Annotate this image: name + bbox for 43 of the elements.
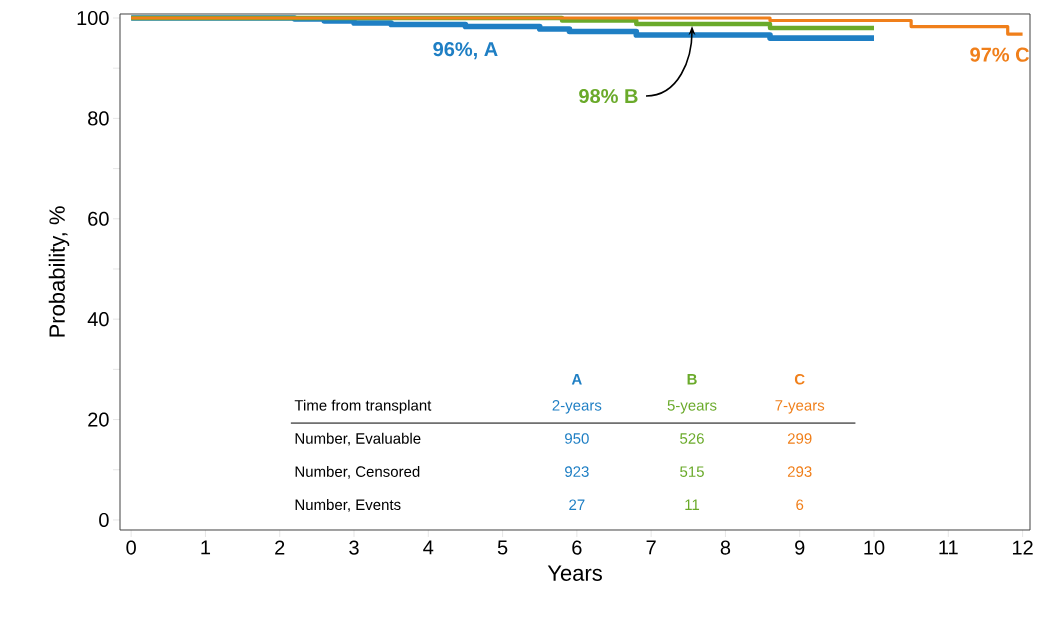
x-tick-label: 9 [795,540,805,555]
annotation: 5-years [667,400,717,414]
annotation: 97% C [970,47,1030,62]
annotation: Number, Censored [295,465,420,479]
annotation: 7-years [775,400,825,414]
annotation: 27 [569,499,585,510]
annotation: 515 [680,466,704,477]
y-tick-label: 60 [88,211,109,226]
annotation: 923 [565,466,589,477]
x-axis-title: Years [547,565,602,581]
annotation: 6 [796,499,804,511]
annotation: 2-years [552,400,602,414]
annotation: A [571,374,582,385]
y-axis-title: Probability, % [48,206,70,337]
x-tick-label: 6 [572,540,582,555]
annotation: 11 [685,499,700,510]
y-tick-label: 100 [77,10,109,26]
annotation: Number, Evaluable [295,432,421,446]
annotation: C [794,373,805,385]
x-tick-label: 8 [720,540,731,555]
x-tick-label: 12 [1012,540,1033,555]
y-tick-label: 40 [87,312,109,327]
x-tick-label: 10 [864,540,885,555]
y-tick-label: 80 [88,111,109,126]
annotation: 96%, A [433,42,498,60]
x-tick-label: 1 [201,540,211,555]
x-tick-label: 5 [497,540,508,555]
annotation: Time from transplant [294,399,432,414]
x-tick-label: 2 [275,540,285,555]
x-tick-label: 4 [423,540,434,555]
annotation: 299 [787,433,812,444]
annotation: 98% B [579,88,638,104]
annotation: B [687,374,697,385]
x-tick-label: 7 [646,540,656,555]
y-tick-label: 20 [88,412,109,427]
x-tick-label: 0 [126,540,136,555]
annotation: Number, Events [295,499,401,512]
x-tick-label: 3 [349,540,359,555]
annotation: 526 [680,433,704,444]
x-tick-label: 11 [939,540,958,555]
annotation: 950 [565,433,589,444]
annotation: 293 [787,466,812,477]
y-tick-label: 0 [99,512,109,528]
